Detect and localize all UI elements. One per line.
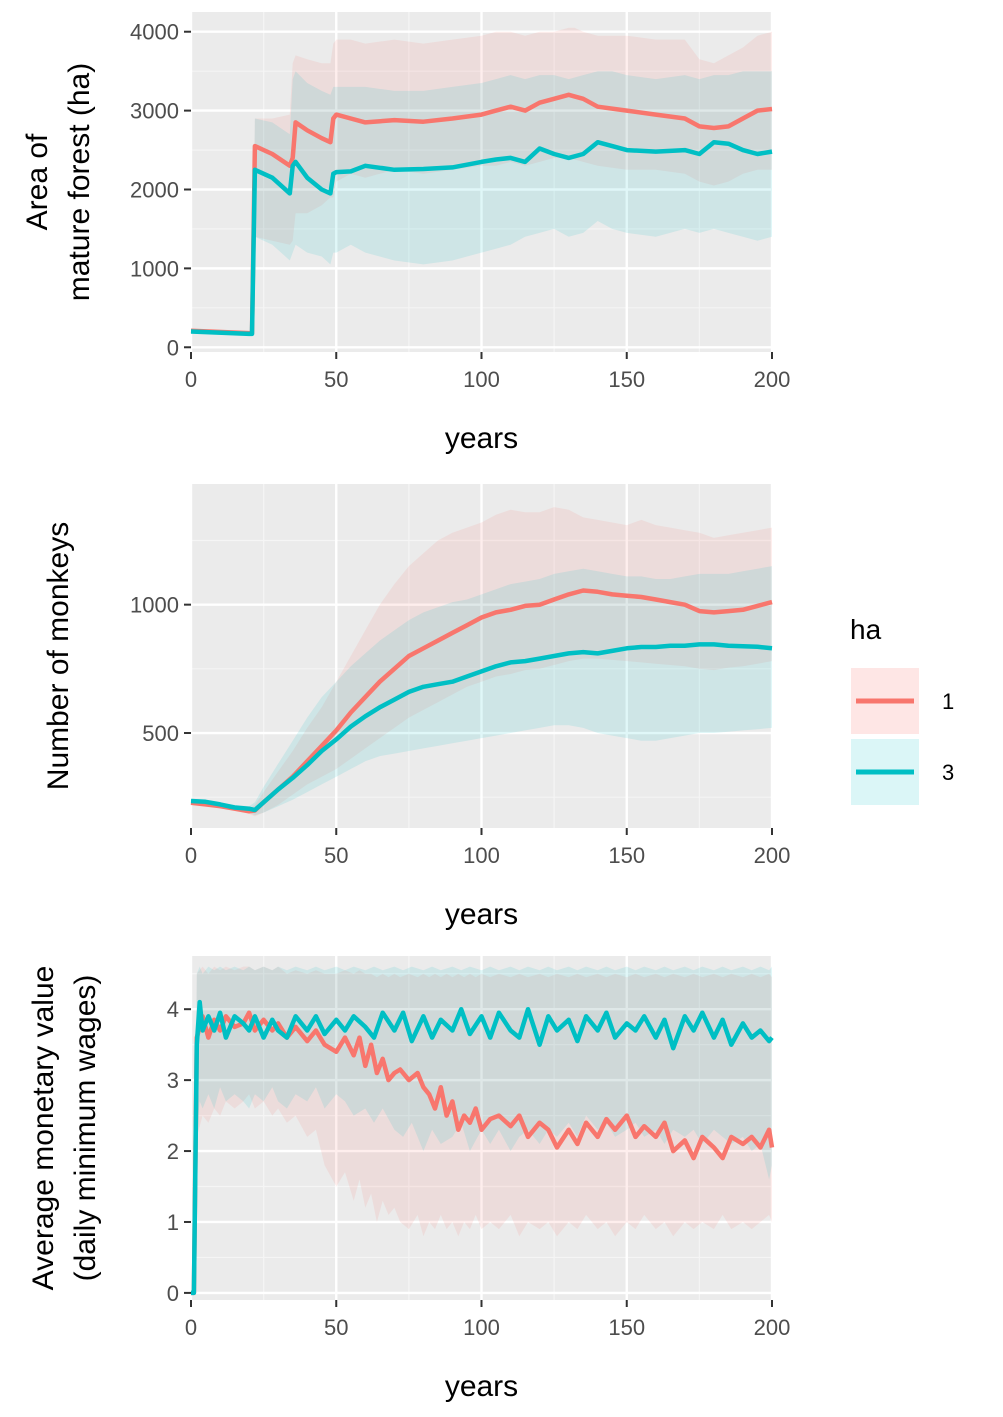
x-tick-label: 50 [324, 367, 348, 392]
x-tick-label: 200 [754, 843, 791, 868]
x-tick-label: 150 [608, 1315, 645, 1340]
chart-panel-3: 0 50 100 150 200 0 1 2 3 4 years Average monetary v… [27, 956, 790, 1403]
y-tick-label: 0 [167, 1281, 179, 1306]
legend-label-3: 3 [942, 760, 954, 785]
y-tick-label: 1 [167, 1210, 179, 1235]
line-series-1 [190, 92, 773, 336]
y-tick-label: 0 [167, 335, 179, 360]
y-tick-label: 4000 [130, 20, 179, 45]
ribbon-series-3 [191, 566, 772, 816]
x-tick-label: 200 [754, 367, 791, 392]
y-axis-title: mature forest (ha) [63, 63, 96, 301]
x-tick-label: 100 [463, 367, 500, 392]
y-tick-label: 1000 [130, 593, 179, 618]
line-series-3 [190, 642, 773, 813]
chart-panel-2: 0 50 100 150 200 500 1000 years Number of monkey… [42, 484, 790, 931]
y-axis-title: (daily minimum wages) [69, 975, 102, 1282]
y-tick-label: 2 [167, 1139, 179, 1164]
x-tick-label: 50 [324, 1315, 348, 1340]
y-tick-label: 500 [142, 721, 179, 746]
x-tick-label: 150 [608, 367, 645, 392]
y-axis-title: Average monetary value [27, 966, 60, 1291]
y-tick-label: 1000 [130, 256, 179, 281]
x-tick-label: 150 [608, 843, 645, 868]
y-tick-label: 3000 [130, 99, 179, 124]
line-series-3 [190, 139, 773, 337]
legend-label-1: 1 [942, 689, 954, 714]
line-series-3 [191, 999, 774, 1296]
y-axis-title: Number of monkeys [42, 522, 75, 790]
legend-item-1: 1 [851, 668, 954, 734]
x-tick-label: 0 [185, 843, 197, 868]
y-tick-label: 2000 [130, 177, 179, 202]
legend: ha 1 3 [850, 614, 954, 805]
y-tick-label: 3 [167, 1068, 179, 1093]
legend-item-3: 3 [851, 739, 954, 805]
x-tick-label: 0 [185, 367, 197, 392]
line-series-1 [191, 1010, 775, 1296]
x-tick-label: 0 [185, 1315, 197, 1340]
x-axis-title: years [445, 422, 518, 455]
x-tick-label: 200 [754, 1315, 791, 1340]
ribbon-series-1 [191, 27, 772, 334]
y-axis-title: Area of [21, 133, 54, 230]
x-tick-label: 100 [463, 1315, 500, 1340]
x-tick-label: 50 [324, 843, 348, 868]
legend-title: ha [850, 614, 882, 645]
x-tick-label: 100 [463, 843, 500, 868]
x-axis-title: years [445, 898, 518, 931]
x-axis-title: years [445, 1370, 518, 1403]
ribbon-series-3 [191, 71, 772, 334]
y-tick-label: 4 [167, 997, 179, 1022]
